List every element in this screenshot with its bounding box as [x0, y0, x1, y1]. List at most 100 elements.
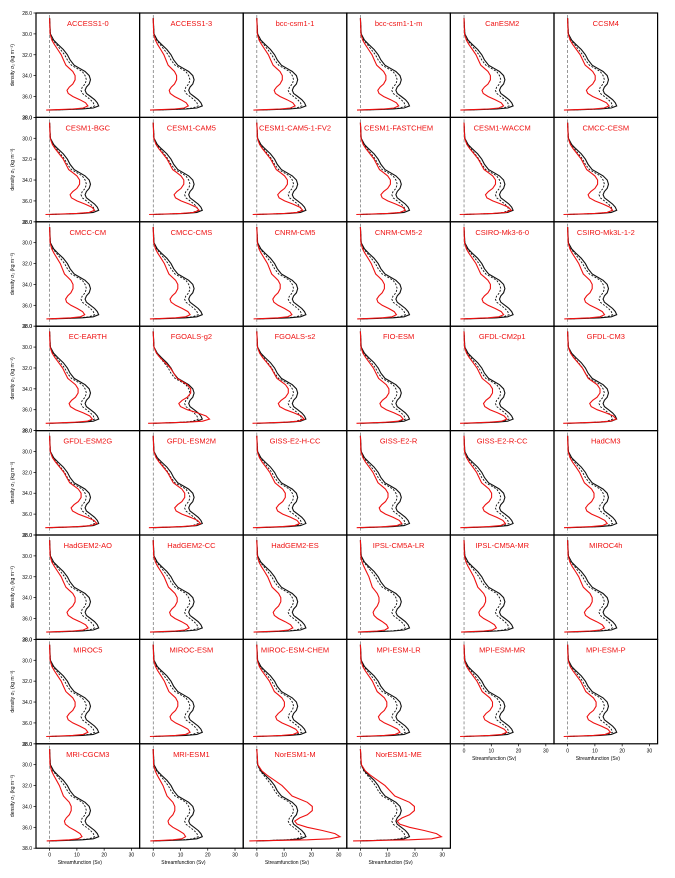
reference-solid-line — [152, 18, 204, 111]
panel-giss-e2-r-cc: GISS-E2-R-CC — [449, 430, 555, 536]
panel-cesm1-cam5: CESM1-CAM5 — [139, 116, 244, 223]
x-axis-label: Streamfunction (Sv) — [161, 860, 206, 866]
x-tick-label: 30 — [336, 853, 342, 859]
y-tick-label: 28.0 — [22, 11, 32, 17]
reference-dashed-line — [256, 18, 303, 111]
panel-ipsl-cm5a-mr: IPSL-CM5A-MR — [449, 534, 555, 641]
y-tick-label: 28.0 — [22, 115, 32, 121]
y-tick-label: 32.0 — [22, 575, 32, 581]
x-tick-label: 30 — [647, 748, 653, 754]
panel-title: GFDL-ESM2G — [63, 437, 112, 446]
reference-dashed-line — [463, 226, 510, 320]
x-tick-label: 10 — [489, 748, 495, 754]
panel-miroc5: MIROC5 28.0 30.0 32.0 34.0 36.0 38.0 density σ₂… — [10, 637, 141, 748]
reference-dashed-line — [463, 435, 510, 529]
panel-cesm1-fastchem: CESM1-FASTCHEM — [346, 116, 451, 223]
panel-frame — [139, 325, 244, 432]
y-tick-label: 38.0 — [22, 115, 32, 121]
panel-ccsm4: CCSM4 — [553, 12, 659, 119]
panel-frame — [346, 116, 451, 223]
panel-noresm1-m: NorESM1-M 0 10 20 30 Streamfunction (Sv) — [242, 743, 348, 866]
y-tick-label: 30.0 — [22, 345, 32, 351]
reference-dashed-line — [256, 644, 303, 737]
reference-dashed-line — [152, 644, 199, 737]
panel-bcc-csm1-1-m: bcc-csm1-1-m — [346, 12, 451, 119]
reference-dashed-line — [567, 644, 614, 737]
x-tick-label: 20 — [101, 853, 107, 859]
panel-frame — [139, 534, 244, 641]
x-tick-label: 0 — [566, 748, 569, 754]
panel-frame — [346, 221, 451, 327]
panel-frame — [35, 743, 141, 849]
reference-dashed-line — [463, 331, 510, 424]
panel-title: CNRM-CM5 — [275, 228, 316, 237]
y-tick-label: 34.0 — [22, 387, 32, 393]
y-tick-label: 38.0 — [22, 220, 32, 226]
x-tick-label: 0 — [255, 853, 258, 859]
reference-solid-line — [463, 331, 514, 424]
y-tick-label: 34.0 — [22, 74, 32, 80]
y-tick-label: 38.0 — [22, 429, 32, 435]
x-tick-label: 0 — [48, 853, 51, 859]
model-line — [253, 644, 300, 738]
panel-frame — [449, 12, 555, 119]
reference-dashed-line — [567, 540, 614, 633]
y-tick-label: 34.0 — [22, 700, 32, 706]
reference-solid-line — [152, 226, 204, 320]
reference-solid-line — [463, 644, 514, 738]
y-tick-label: 32.0 — [22, 157, 32, 163]
x-tick-label: 30 — [129, 853, 135, 859]
panel-frame — [346, 430, 451, 536]
reference-solid-line — [359, 226, 411, 320]
model-line — [253, 226, 293, 320]
y-tick-label: 32.0 — [22, 679, 32, 685]
x-tick-label: 20 — [619, 748, 625, 754]
panel-frame — [139, 638, 244, 745]
model-line — [46, 226, 86, 320]
x-axis-label: Streamfunction (Sv) — [369, 860, 414, 866]
reference-dashed-line — [359, 644, 406, 737]
model-line — [461, 540, 498, 633]
reference-dashed-line — [359, 331, 406, 424]
x-tick-label: 10 — [281, 853, 287, 859]
panel-title: CSIRO-Mk3L-1-2 — [577, 228, 635, 237]
panel-title: FIO-ESM — [383, 332, 414, 341]
model-line — [356, 331, 405, 424]
reference-solid-line — [256, 748, 307, 842]
panel-giss-e2-r: GISS-E2-R — [346, 430, 451, 536]
reference-dashed-line — [567, 435, 614, 529]
reference-solid-line — [359, 122, 411, 216]
panel-fio-esm: FIO-ESM — [346, 325, 451, 432]
reference-dashed-line — [152, 18, 199, 111]
reference-dashed-line — [152, 122, 199, 215]
panel-title: MRI-ESM1 — [173, 750, 210, 759]
panel-title: MIROC-ESM — [170, 645, 214, 654]
panel-frame — [553, 534, 659, 641]
reference-dashed-line — [256, 748, 303, 842]
reference-dashed-line — [359, 435, 406, 529]
reference-solid-line — [49, 748, 100, 842]
panel-frame — [139, 116, 244, 223]
reference-dashed-line — [256, 331, 303, 424]
y-tick-label: 34.0 — [22, 804, 32, 810]
y-tick-label: 28.0 — [22, 533, 32, 539]
reference-solid-line — [49, 122, 100, 216]
reference-dashed-line — [567, 122, 614, 215]
panel-cesm1-cam5-1-fv2: CESM1-CAM5-1-FV2 — [242, 116, 348, 223]
panel-bcc-csm1-1: bcc-csm1-1 — [242, 12, 348, 119]
reference-solid-line — [359, 435, 411, 529]
reference-dashed-line — [49, 226, 96, 320]
reference-solid-line — [463, 226, 514, 320]
reference-dashed-line — [359, 226, 406, 320]
panel-miroc-esm-chem: MIROC-ESM-CHEM — [242, 638, 348, 745]
panel-title: CESM1-BGC — [66, 123, 111, 132]
panel-frame — [242, 325, 348, 432]
model-line — [149, 122, 201, 216]
y-axis-label: density σ₂ (kg m⁻³) — [10, 461, 16, 503]
panel-frame — [346, 638, 451, 745]
reference-dashed-line — [567, 331, 614, 424]
x-tick-label: 20 — [412, 853, 418, 859]
y-axis-label: density σ₂ (kg m⁻³) — [10, 670, 16, 712]
panel-frame — [35, 534, 141, 641]
reference-solid-line — [567, 540, 618, 633]
